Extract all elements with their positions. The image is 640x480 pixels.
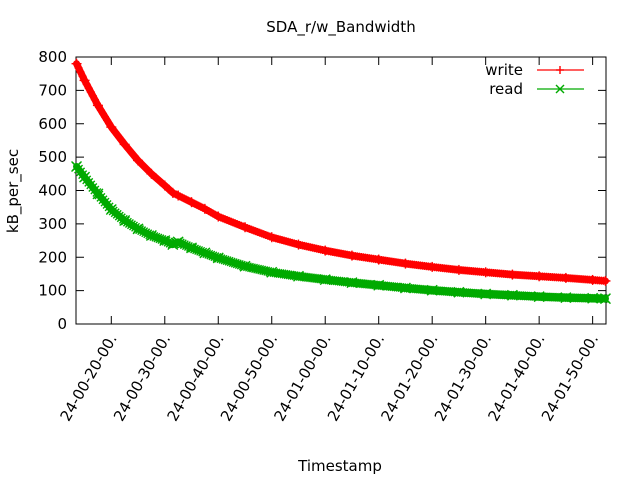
- data-point-read: [159, 235, 171, 247]
- data-point-read: [587, 292, 599, 304]
- y-tick-label: 100: [38, 282, 67, 300]
- data-point-read: [599, 293, 611, 305]
- data-point-read: [292, 270, 304, 282]
- series-read: [71, 160, 611, 305]
- data-point-write: [119, 139, 130, 150]
- data-point-write: [373, 254, 384, 265]
- legend-marker-read: [555, 84, 565, 94]
- y-tick-label: 400: [38, 182, 67, 200]
- x-tick-label: 24-01-40-00.: [484, 331, 548, 424]
- data-point-write: [173, 190, 184, 201]
- x-tick-label: 24-00-30-00.: [110, 331, 174, 424]
- x-tick-label: 24-01-20-00.: [377, 331, 441, 424]
- series-write: [71, 58, 611, 286]
- x-axis: 24-00-20-00.24-00-30-00.24-00-40-00.24-0…: [56, 57, 602, 424]
- y-axis-label: kB_per_sec: [4, 149, 23, 233]
- data-point-write: [71, 58, 82, 69]
- data-point-write: [587, 274, 598, 285]
- data-point-read: [426, 284, 438, 296]
- y-tick-label: 300: [38, 215, 67, 233]
- series-layer: [71, 58, 611, 305]
- data-point-read: [199, 247, 211, 259]
- data-point-read: [399, 282, 411, 294]
- y-axis: 0 100 200 300 400 500 600 700 800: [38, 48, 606, 333]
- data-point-write: [480, 267, 491, 278]
- y-tick-label: 800: [38, 48, 67, 66]
- legend-label-write: write: [485, 61, 523, 79]
- data-point-read: [533, 291, 545, 303]
- x-tick-label: 24-01-00-00.: [270, 331, 334, 424]
- data-point-read: [105, 204, 117, 216]
- y-tick-label: 700: [38, 81, 67, 99]
- y-axis-label-group: kB_per_sec: [4, 149, 23, 233]
- data-point-read: [186, 242, 198, 254]
- data-point-read: [373, 279, 385, 291]
- data-point-write: [400, 258, 411, 269]
- data-point-read: [560, 292, 572, 304]
- data-point-write: [199, 203, 210, 214]
- x-tick-label: 24-01-10-00.: [324, 331, 388, 424]
- data-point-read: [167, 239, 179, 251]
- data-point-read: [92, 188, 104, 200]
- data-point-read: [453, 286, 465, 298]
- data-point-write: [186, 197, 197, 208]
- data-point-write: [240, 222, 251, 233]
- y-tick-label: 600: [38, 115, 67, 133]
- y-tick-label: 200: [38, 248, 67, 266]
- data-point-write: [159, 180, 170, 191]
- data-point-read: [239, 260, 251, 272]
- data-point-write: [167, 187, 178, 198]
- x-tick-label: 24-00-40-00.: [163, 331, 227, 424]
- data-point-write: [507, 269, 518, 280]
- legend-marker-write: [556, 66, 564, 74]
- data-point-write: [534, 271, 545, 282]
- data-point-read: [319, 274, 331, 286]
- data-point-read: [119, 215, 131, 227]
- data-point-write: [320, 245, 331, 256]
- y-tick-label: 0: [57, 315, 67, 333]
- data-point-write: [293, 239, 304, 250]
- x-tick-label: 24-00-20-00.: [56, 331, 120, 424]
- chart-title: SDA_r/w_Bandwidth: [266, 18, 415, 37]
- series-marker-write: [76, 68, 85, 77]
- data-point-write: [92, 100, 103, 111]
- series-marker-read: [598, 294, 608, 304]
- legend-label-read: read: [489, 80, 523, 98]
- x-axis-label: Timestamp: [297, 457, 382, 475]
- series-marker-write: [78, 72, 87, 81]
- data-point-write: [600, 275, 611, 286]
- data-point-read: [212, 252, 224, 264]
- data-point-read: [79, 171, 91, 183]
- data-point-write: [133, 155, 144, 166]
- data-point-write: [266, 232, 277, 243]
- data-point-read: [145, 230, 157, 242]
- data-point-write: [79, 75, 90, 86]
- y-tick-label: 500: [38, 148, 67, 166]
- data-point-write: [453, 264, 464, 275]
- data-point-read: [346, 277, 358, 289]
- data-point-write: [427, 261, 438, 272]
- series-line-write: [73, 60, 609, 285]
- data-point-read: [266, 266, 278, 278]
- data-point-write: [346, 250, 357, 261]
- data-point-read: [506, 289, 518, 301]
- x-tick-label: 24-00-50-00.: [217, 331, 281, 424]
- data-point-write: [560, 272, 571, 283]
- data-point-write: [213, 211, 224, 222]
- data-point-read: [480, 288, 492, 300]
- x-tick-label: 24-01-50-00.: [538, 331, 602, 424]
- data-point-write: [146, 168, 157, 179]
- data-point-write: [106, 122, 117, 133]
- series-marker-read: [596, 294, 606, 304]
- data-point-read: [71, 160, 83, 172]
- data-point-read: [172, 236, 184, 248]
- data-point-read: [132, 223, 144, 235]
- x-tick-label: 24-01-30-00.: [431, 331, 495, 424]
